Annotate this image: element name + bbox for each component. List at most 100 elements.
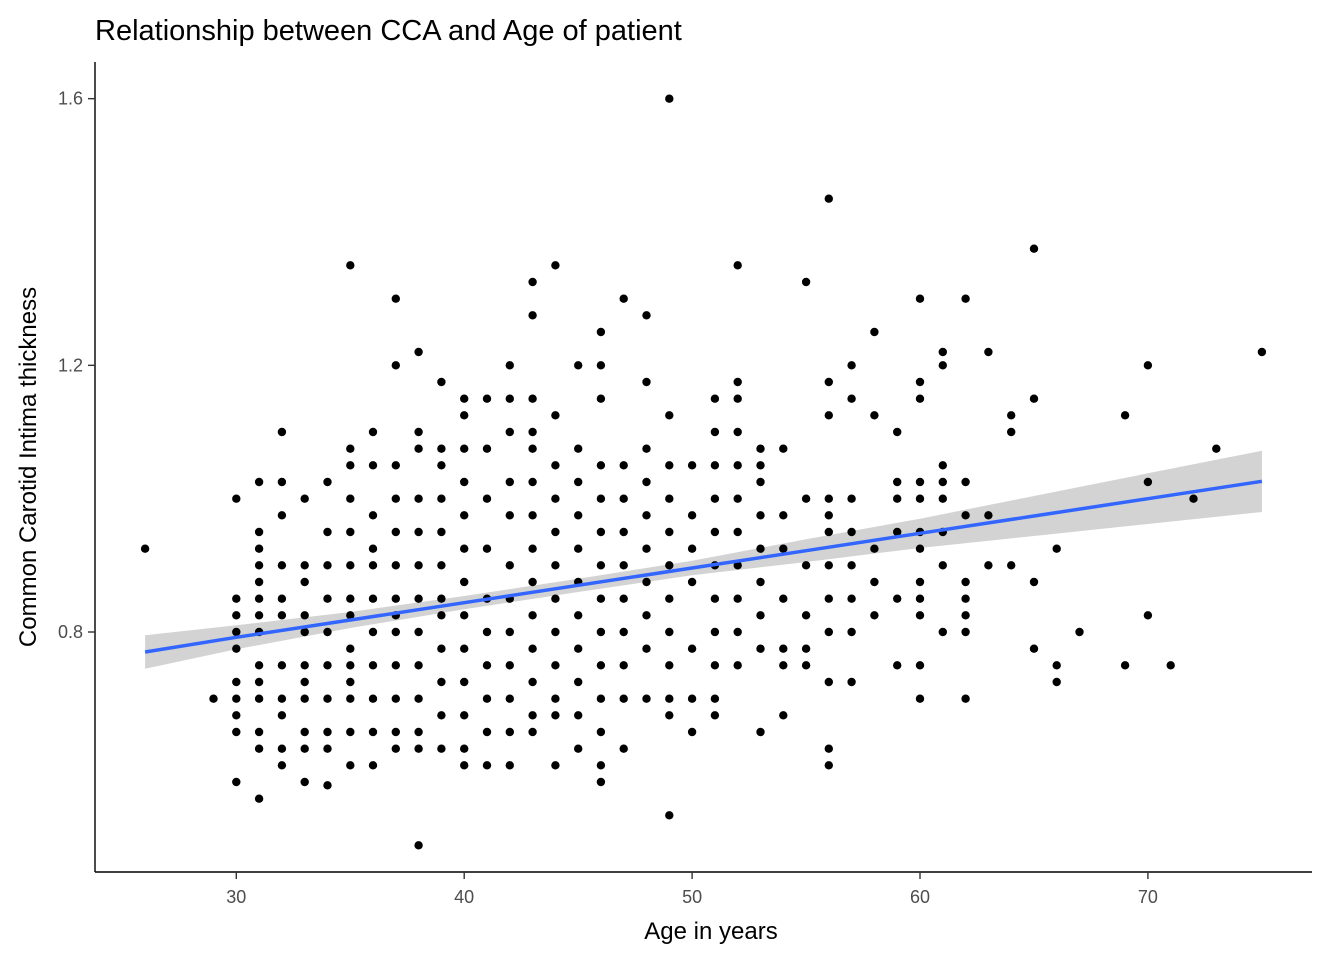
data-point [346, 261, 355, 270]
data-point [756, 727, 765, 737]
data-point [733, 527, 742, 537]
data-point [710, 394, 720, 403]
data-point [368, 627, 378, 637]
data-point [391, 461, 400, 470]
data-point [733, 494, 742, 503]
data-point [756, 544, 765, 553]
data-point [254, 694, 264, 703]
data-point [596, 361, 606, 370]
data-point [368, 561, 378, 570]
data-point [300, 744, 309, 753]
data-point [961, 627, 970, 637]
data-point [460, 744, 469, 753]
data-point [642, 311, 651, 320]
data-point [551, 261, 560, 270]
data-point [254, 544, 264, 553]
data-point [254, 594, 264, 603]
data-point [870, 544, 879, 553]
data-point [551, 694, 560, 703]
data-point [346, 677, 355, 687]
data-point [847, 561, 856, 570]
data-point [893, 594, 902, 603]
data-point [277, 511, 287, 520]
data-point [528, 677, 537, 687]
data-point [437, 594, 446, 603]
data-point [368, 694, 378, 703]
data-point [824, 527, 833, 537]
data-point [391, 594, 400, 603]
data-point [254, 477, 264, 487]
data-point [1257, 347, 1267, 357]
data-point [642, 577, 651, 587]
data-point [801, 494, 811, 503]
data-point [596, 761, 606, 770]
data-point [938, 494, 947, 503]
data-point [414, 744, 423, 753]
data-point [984, 511, 993, 520]
data-point [847, 627, 856, 637]
data-point [254, 727, 264, 737]
data-point [596, 727, 606, 737]
data-point [414, 727, 423, 737]
data-point [779, 711, 788, 720]
data-point [687, 644, 697, 653]
data-point [460, 711, 469, 720]
data-point [323, 727, 332, 737]
data-point [254, 611, 264, 620]
data-point [574, 711, 583, 720]
data-point [824, 511, 833, 520]
data-point [232, 694, 241, 703]
data-point [528, 394, 537, 403]
data-point [915, 661, 925, 670]
data-point [300, 661, 309, 670]
data-point [824, 627, 833, 637]
data-point [733, 377, 742, 387]
x-tick-label: 40 [454, 887, 474, 907]
data-point [346, 461, 355, 470]
data-points [140, 94, 1267, 850]
data-point [300, 677, 309, 687]
data-point [915, 594, 925, 603]
data-point [368, 761, 378, 770]
data-point [414, 594, 423, 603]
data-point [733, 594, 742, 603]
data-point [277, 611, 287, 620]
data-point [665, 561, 674, 570]
data-point [414, 841, 423, 850]
y-axis-ticks: 0.8 1.2 1.6 [58, 89, 95, 642]
data-point [619, 594, 628, 603]
data-point [460, 677, 469, 687]
data-point [437, 461, 446, 470]
data-point [277, 711, 287, 720]
data-point [528, 427, 537, 437]
data-point [460, 761, 469, 770]
data-point [733, 561, 742, 570]
data-point [574, 677, 583, 687]
data-point [300, 494, 309, 503]
data-point [619, 744, 628, 753]
data-point [984, 561, 993, 570]
data-point [277, 561, 287, 570]
data-point [938, 477, 947, 487]
data-point [642, 611, 651, 620]
data-point [505, 477, 514, 487]
data-point [528, 711, 537, 720]
data-point [574, 644, 583, 653]
data-point [710, 594, 720, 603]
data-point [323, 781, 332, 790]
data-point [460, 411, 469, 420]
data-point [346, 494, 355, 503]
data-point [368, 727, 378, 737]
data-point [437, 611, 446, 620]
data-point [893, 427, 902, 437]
data-point [779, 444, 788, 453]
data-point [460, 544, 469, 553]
data-point [824, 377, 833, 387]
data-point [505, 627, 514, 637]
data-point [391, 694, 400, 703]
data-point [847, 677, 856, 687]
data-point [232, 711, 241, 720]
data-point [551, 561, 560, 570]
data-point [551, 494, 560, 503]
data-point [323, 694, 332, 703]
